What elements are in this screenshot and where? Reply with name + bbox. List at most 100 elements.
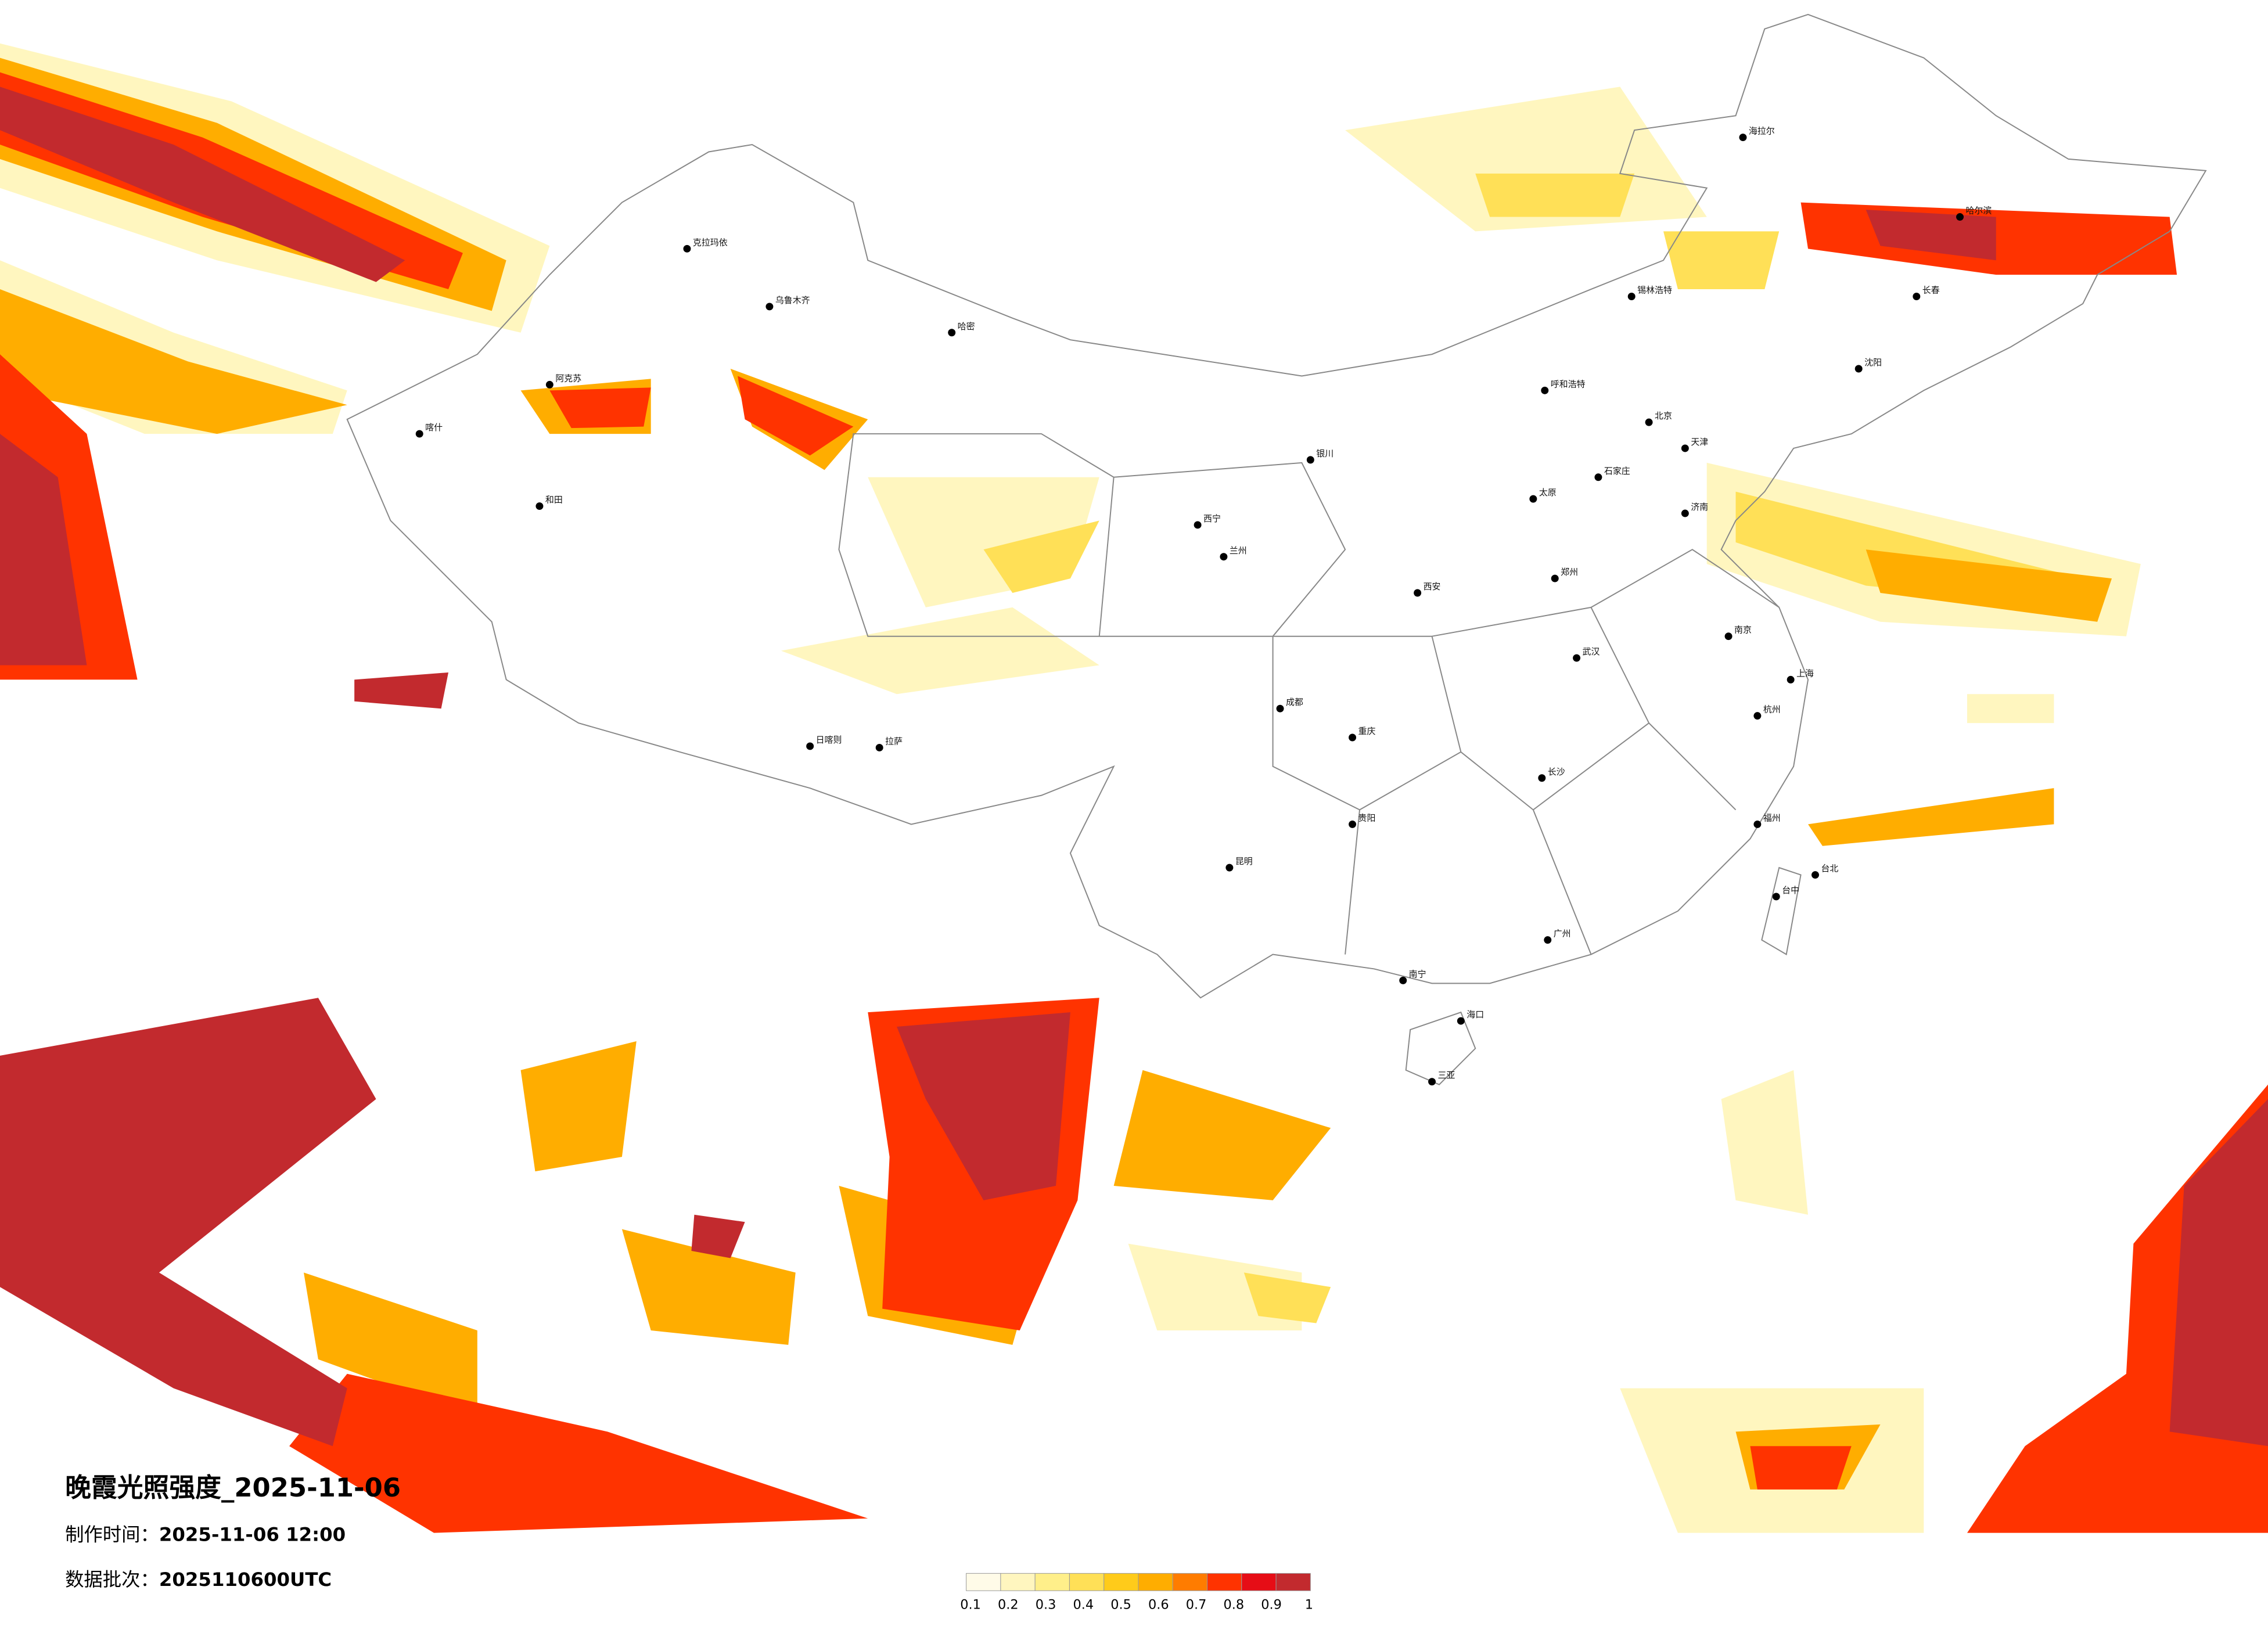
city-label: 日喀则 [816,735,842,745]
colorbar-box [1000,1573,1036,1591]
city-label: 南京 [1734,625,1752,635]
colorbar-tick-label: 0.5 [1110,1598,1131,1613]
colorbar-tick-label: 0.4 [1073,1598,1094,1613]
city-label: 南宁 [1409,969,1426,979]
city-dot [1913,293,1921,300]
colorbar-box [1138,1573,1173,1591]
city-label: 昆明 [1235,856,1253,866]
city-dot [1194,521,1202,529]
colorbar-box [1241,1573,1277,1591]
city-label: 拉萨 [885,736,903,746]
city-label: 西安 [1424,581,1441,592]
city-dot [545,380,553,388]
data-batch: 数据批次：2025110600UTC [65,1569,332,1591]
city-label: 郑州 [1561,567,1578,577]
colorbar: 0.1 0.2 0.3 0.4 0.5 0.6 0.7 0.8 0.9 1 [960,1573,1313,1613]
city-label: 银川 [1316,448,1334,459]
city-label: 克拉玛依 [693,237,728,247]
city-label: 哈尔滨 [1965,206,1992,216]
city-dot [1276,704,1284,713]
colorbar-tick-label: 0.6 [1148,1598,1169,1613]
city-label: 石家庄 [1604,466,1630,476]
city-dot [1594,473,1602,481]
city-dot [1573,654,1581,662]
colorbar-tick-label: 1 [1305,1598,1313,1613]
city-dot [1457,1017,1465,1025]
production-time: 制作时间：2025-11-06 12:00 [65,1524,346,1546]
china-outline [346,13,2207,999]
city-dot [1739,134,1747,142]
data-batch-value: 2025110600UTC [159,1569,332,1591]
city-dot [1428,1078,1436,1086]
hainan [1405,1011,1476,1085]
city-label: 杭州 [1763,704,1781,715]
city-label: 长春 [1922,285,1940,296]
city-label: 哈密 [958,321,975,332]
colorbar-tick-label: 0.2 [998,1598,1019,1613]
production-time-value: 2025-11-06 12:00 [159,1524,346,1546]
city-label: 广州 [1554,929,1571,939]
city-dot [1306,456,1314,464]
city-dot [1956,213,1964,221]
taiwan [1761,866,1802,956]
city-dot [1529,495,1537,503]
city-dot [875,743,883,751]
city-label: 上海 [1796,668,1814,678]
colorbar-tick-label: 0.3 [1036,1598,1056,1613]
colorbar-box [966,1573,1001,1591]
city-label: 三亚 [1437,1070,1455,1081]
city-label: 济南 [1691,502,1708,512]
city-label: 沈阳 [1864,357,1882,368]
city-label: 长沙 [1548,767,1565,777]
production-time-label: 制作时间： [65,1524,159,1546]
city-label: 呼和浩特 [1551,379,1586,389]
city-dot [683,244,691,253]
city-dot [1225,864,1234,872]
city-dot [1854,365,1863,373]
colorbar-tick-label: 0.8 [1224,1598,1245,1613]
city-dot [1681,509,1689,517]
city-dot [415,430,423,438]
colorbar-box [1207,1573,1242,1591]
colorbar-box [1172,1573,1208,1591]
city-label: 北京 [1655,411,1672,421]
city-dot [1414,589,1422,597]
city-dot [948,329,956,337]
data-batch-label: 数据批次： [65,1569,159,1591]
city-dot [806,742,814,750]
colorbar-box [1104,1573,1139,1591]
city-dot [1551,574,1559,582]
province-lines [838,433,1780,955]
city-dot [1787,675,1795,684]
city-dot [1724,632,1733,641]
city-label: 台北 [1821,864,1838,874]
city-label: 太原 [1539,487,1557,498]
city-dot [1753,820,1762,828]
city-dot [1645,418,1653,426]
city-label: 成都 [1286,697,1303,707]
city-dot [1681,444,1689,452]
city-label: 海拉尔 [1749,126,1775,136]
borders [346,13,2207,1085]
city-dot [765,303,774,311]
city-dot [1399,976,1407,984]
city-label: 台中 [1782,885,1799,895]
city-label: 福州 [1763,812,1781,823]
heat-layer [0,43,2268,1533]
title: 晚霞光照强度_2025-11-06 [65,1472,401,1503]
city-label: 重庆 [1358,726,1376,736]
city-dot [1349,733,1357,742]
city-label: 阿克苏 [555,373,581,383]
city-dot [1220,553,1228,561]
colorbar-box [1069,1573,1105,1591]
city-dot [1544,936,1552,944]
city-dot [1772,893,1780,901]
city-dot [535,502,544,510]
colorbar-box [1034,1573,1070,1591]
city-dot [1349,820,1357,828]
city-label: 喀什 [425,422,443,433]
colorbar-tick-label: 0.7 [1186,1598,1207,1613]
colorbar-box [1275,1573,1311,1591]
